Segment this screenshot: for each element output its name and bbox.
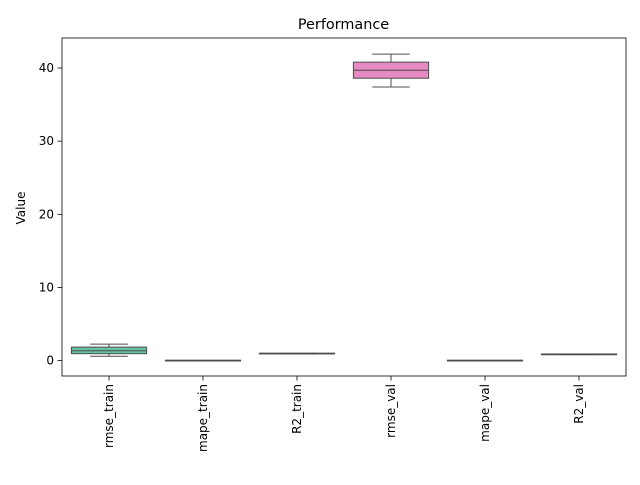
y-tick-label: 10 [39,280,54,294]
x-tick-label: mape_val [478,384,492,442]
x-tick-label: mape_train [196,384,210,452]
x-tick-label: rmse_train [102,384,116,448]
chart-title: Performance [298,17,389,33]
axes-frame [61,37,627,377]
y-tick-label: 20 [39,207,54,221]
y-tick-label: 30 [39,134,54,148]
y-tick-label: 40 [39,61,54,75]
y-axis-label: Value [14,192,28,225]
x-tick-label: R2_val [572,384,586,424]
x-tick-label: R2_train [290,384,304,434]
x-tick-label: rmse_val [384,384,398,438]
y-tick-label: 0 [46,354,54,368]
plot-area: rmse_train mape_train R2_train rmse_val mape… [39,37,627,452]
